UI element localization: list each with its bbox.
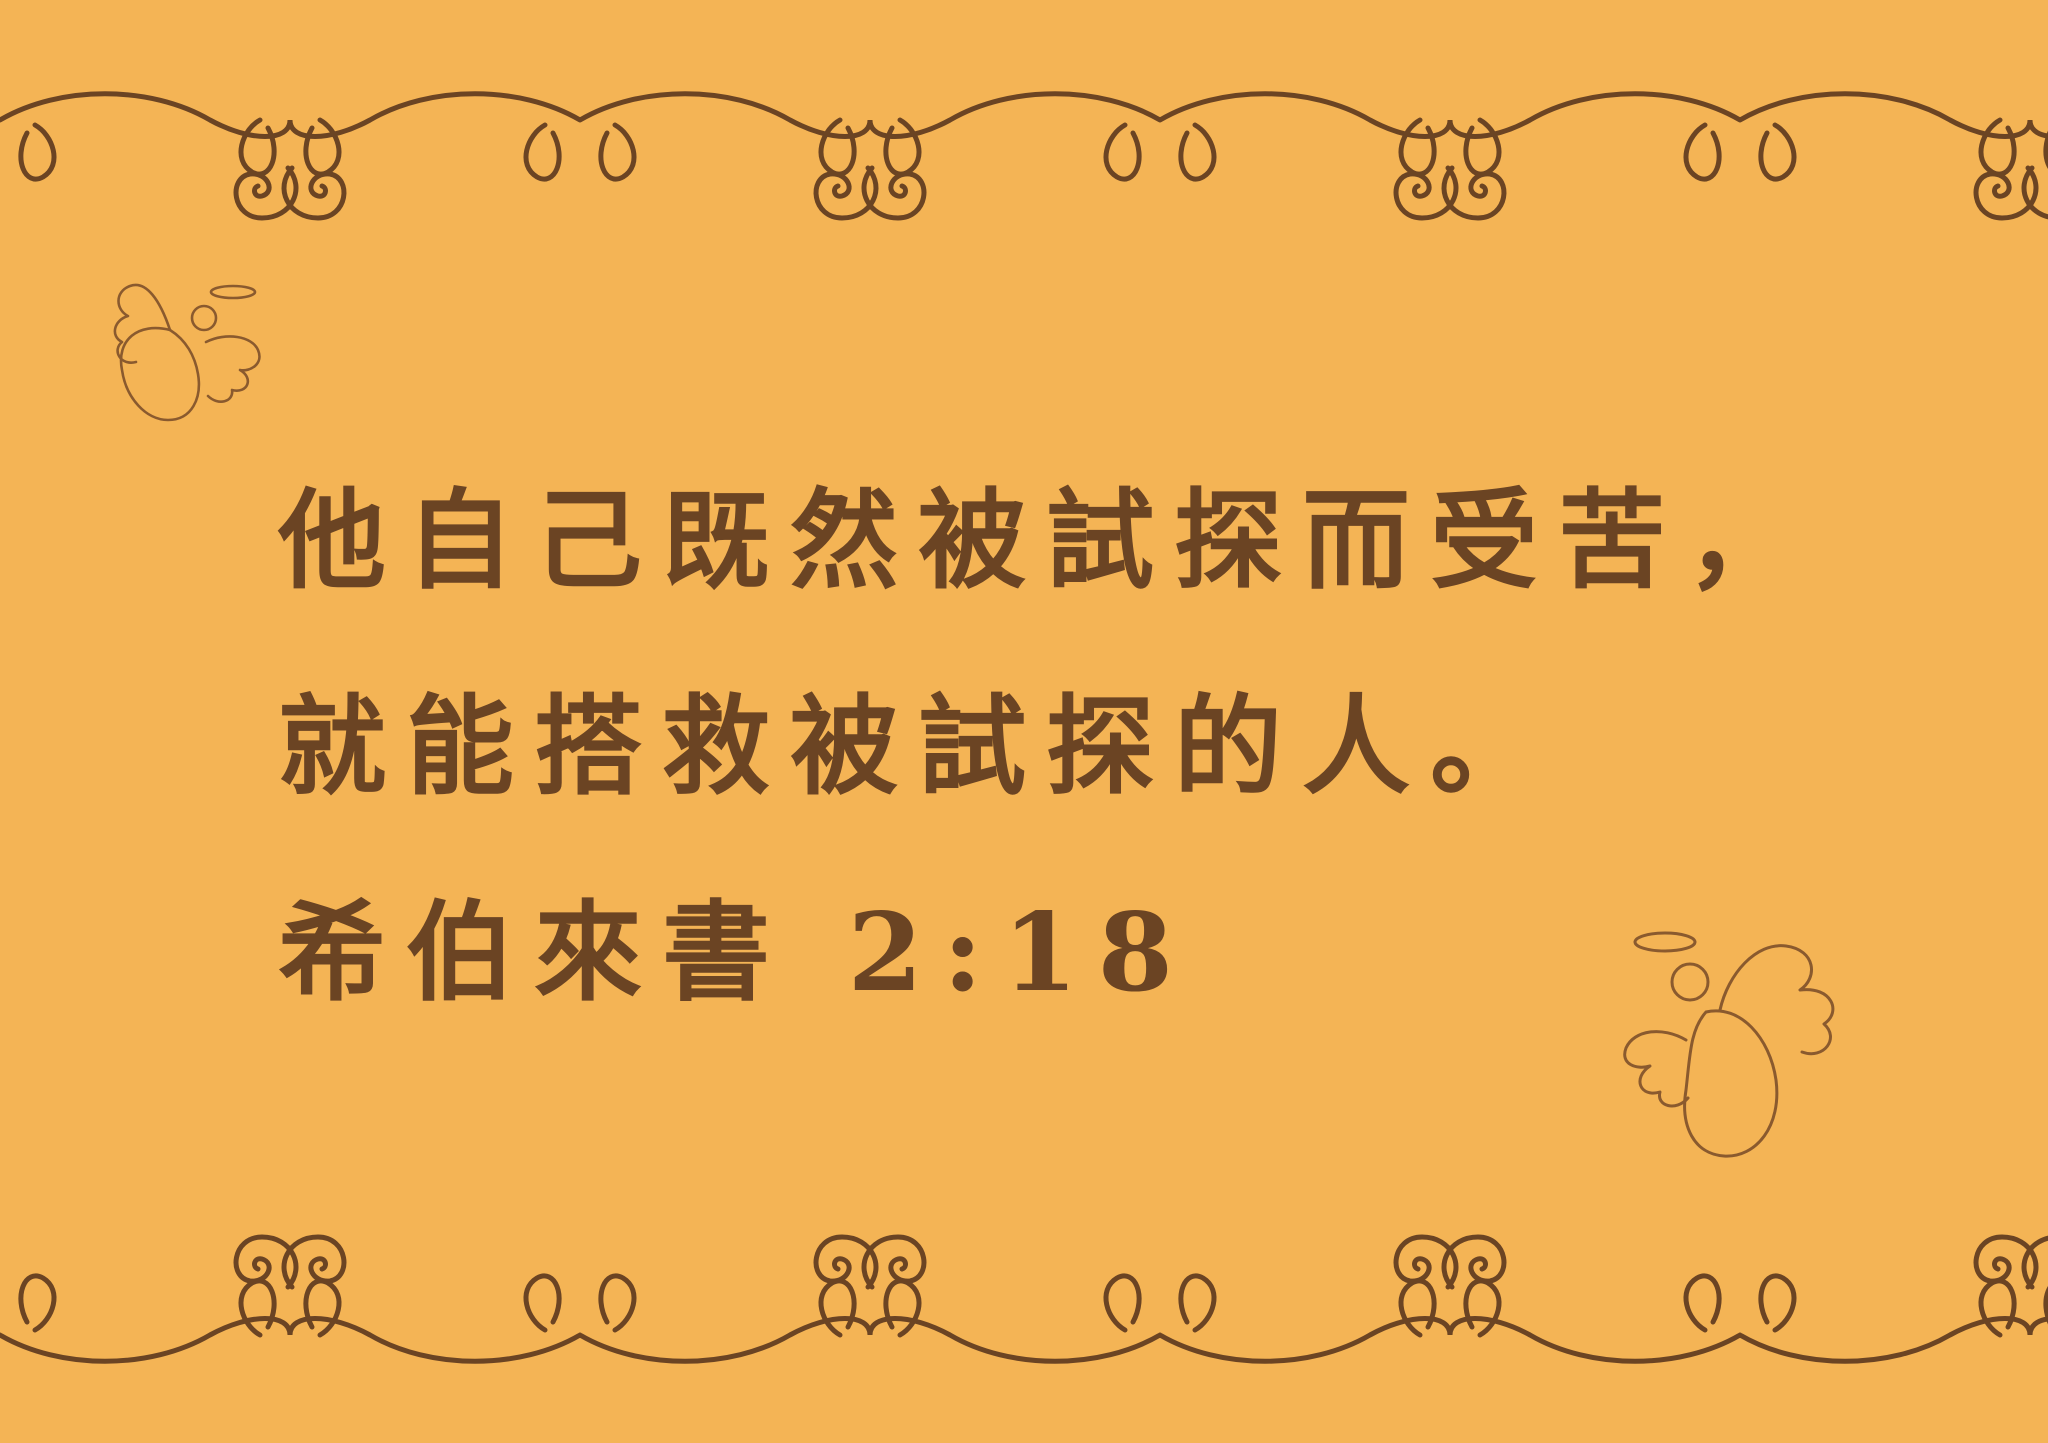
verse-line-2: 就能搭救被試探的人。: [278, 684, 1559, 810]
verse-reference: 希伯來書 2:18: [278, 890, 1193, 1016]
verse-line-1: 他自己既然被試探而受苦，: [278, 478, 1815, 604]
bottom-swirl-border-icon: [0, 1234, 2048, 1364]
angel-doodle-bottom-right-icon: [1623, 931, 1835, 1158]
verse-text-block: 他自己既然被試探而受苦， 就能搭救被試探的人。 希伯來書 2:18: [278, 438, 1838, 1056]
angel-doodle-top-left-icon: [113, 283, 261, 422]
top-swirl-border-icon: [0, 91, 2048, 221]
